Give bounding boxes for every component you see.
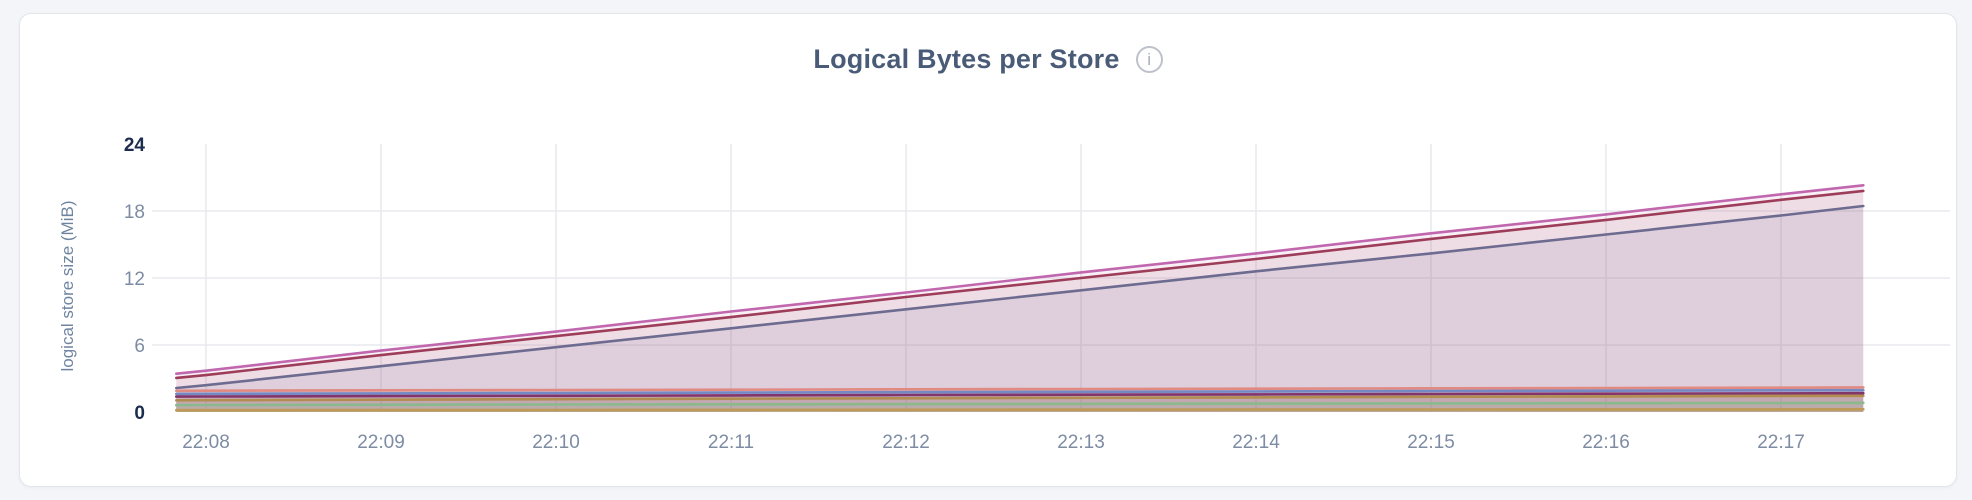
x-tick-label: 22:11 bbox=[708, 432, 754, 453]
series-line-store-2 bbox=[175, 189, 1865, 380]
x-tick-label: 22:09 bbox=[357, 432, 405, 453]
chart-header: Logical Bytes per Store bbox=[20, 44, 1956, 75]
x-tick-label: 22:12 bbox=[882, 432, 930, 453]
info-icon[interactable] bbox=[1135, 46, 1163, 73]
y-tick-label: 12 bbox=[124, 269, 145, 290]
y-tick-label: 6 bbox=[134, 336, 145, 357]
y-tick-label: 0 bbox=[134, 403, 145, 424]
series-line-store-3 bbox=[175, 204, 1865, 390]
y-tick-label: 18 bbox=[124, 202, 145, 223]
series-line-store-7 bbox=[175, 394, 1865, 402]
series-area-store-1 bbox=[176, 185, 1864, 412]
metric-chart-card: Logical Bytes per Store logical store si… bbox=[19, 13, 1957, 487]
x-tick-label: 22:17 bbox=[1757, 432, 1805, 453]
x-tick-label: 22:10 bbox=[532, 432, 580, 453]
series-line-store-8 bbox=[175, 401, 1865, 407]
y-tick-label: 24 bbox=[124, 135, 146, 156]
x-tick-label: 22:08 bbox=[182, 432, 230, 453]
series-area-store-2 bbox=[176, 190, 1864, 412]
series-line-store-5 bbox=[175, 388, 1865, 396]
series-line-store-4 bbox=[175, 386, 1865, 393]
series-line-store-9 bbox=[175, 408, 1865, 412]
x-tick-label: 22:14 bbox=[1232, 432, 1280, 453]
x-tick-label: 22:15 bbox=[1407, 432, 1455, 453]
series-line-store-1 bbox=[175, 184, 1865, 375]
x-tick-label: 22:16 bbox=[1582, 432, 1630, 453]
x-tick-label: 22:13 bbox=[1057, 432, 1105, 453]
series-line-store-6 bbox=[175, 391, 1865, 398]
series-area-store-3 bbox=[176, 205, 1864, 412]
chart-title: Logical Bytes per Store bbox=[813, 44, 1120, 74]
